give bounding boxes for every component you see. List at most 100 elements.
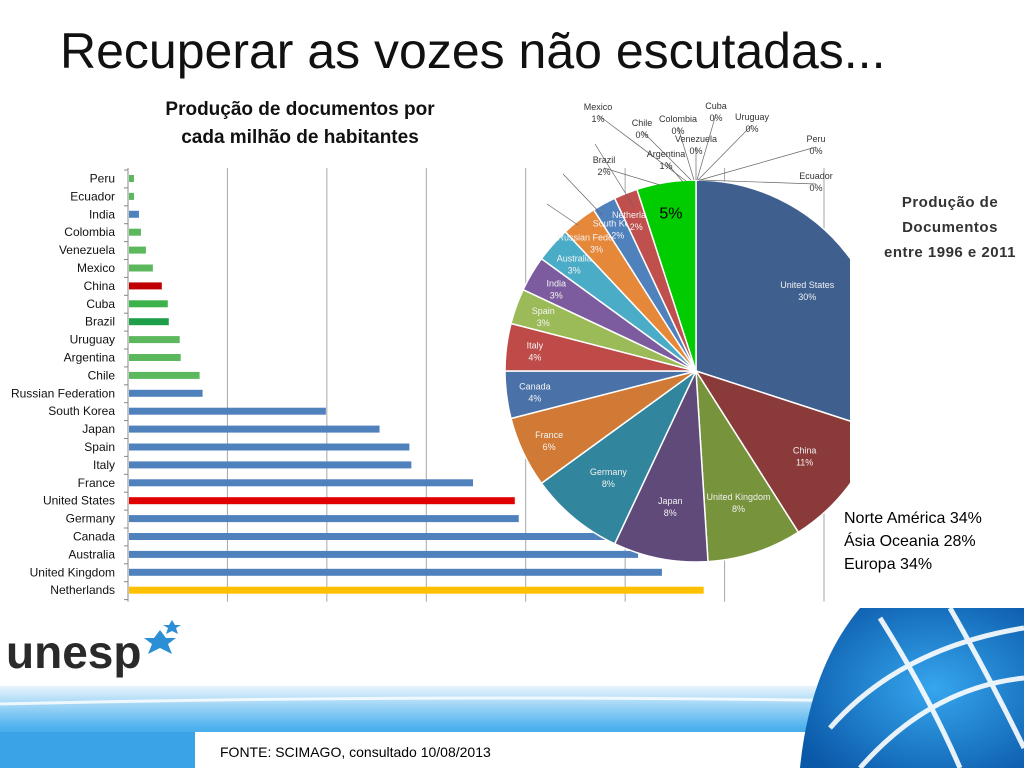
category-label: Peru <box>90 172 115 186</box>
callout-name: Uruguay <box>735 112 770 122</box>
category-label: Cuba <box>86 297 115 311</box>
pie-slice-percent: 2% <box>611 231 624 241</box>
category-label: Australia <box>68 547 115 561</box>
category-label: Italy <box>93 458 115 472</box>
slide-title: Recuperar as vozes não escutadas... <box>60 23 886 79</box>
callout-line <box>594 143 635 208</box>
pie-slice-name: Italy <box>527 341 544 351</box>
category-label: France <box>78 476 116 490</box>
category-label: Chile <box>88 368 116 382</box>
bar-ecuador <box>129 192 134 200</box>
pie-slice-percent: 4% <box>528 393 541 403</box>
region-summary: Norte América 34% Ásia Oceania 28% Europ… <box>844 507 982 576</box>
category-label: Canada <box>73 530 115 544</box>
pie-slice-percent: 3% <box>590 245 603 255</box>
category-label: Germany <box>66 512 115 526</box>
bar-france <box>129 479 474 487</box>
pie-slice-percent: 8% <box>664 508 677 518</box>
bar-russian-federation <box>129 389 203 397</box>
callout-name: Chile <box>632 118 653 128</box>
callout-name: Peru <box>806 134 825 144</box>
bar-canada <box>129 533 629 540</box>
callout-name: Colombia <box>659 114 697 124</box>
pie-slice-name: Spain <box>532 306 555 316</box>
pie-slice-name: India <box>546 278 566 288</box>
callout-name: Argentina <box>647 149 686 159</box>
pie-slice-percent: 3% <box>537 318 550 328</box>
pie-slice-name: South Korea <box>593 219 643 229</box>
pie-slice-name: Netherlands <box>612 210 661 220</box>
pie-title-line-3: entre 1996 e 2011 <box>884 244 1016 261</box>
bar-netherlands <box>129 586 704 594</box>
logo-text: unesp <box>6 626 141 678</box>
pie-title-line-1: Produção de <box>901 194 999 211</box>
pie-chart-title: Produção de Documentos entre 1996 e 2011 <box>870 190 1024 265</box>
callout-percent: 0% <box>809 183 822 193</box>
pie-slice-name: United States <box>780 280 835 290</box>
pie-slice-name: Russian Federation <box>557 233 635 243</box>
pie-slice-percent: 4% <box>528 353 541 363</box>
callout-percent: 1% <box>659 161 672 171</box>
category-label: Colombia <box>64 225 115 239</box>
bar-chart-title-line-1: Produção de documentos por <box>165 99 435 120</box>
pie-slice-name: United Kingdom <box>706 492 770 502</box>
category-label: Spain <box>84 440 115 454</box>
category-label: Brazil <box>85 315 115 329</box>
region-asia-oceania: Ásia Oceania 28% <box>844 533 976 550</box>
bar-cuba <box>129 300 168 308</box>
bar-spain <box>129 443 410 451</box>
callout-percent: 1% <box>591 114 604 124</box>
callout-line <box>698 179 817 185</box>
region-north-america: Norte América 34% <box>844 510 982 527</box>
callout-name: Brazil <box>593 155 616 165</box>
pie-highlight-label: 5% <box>659 206 682 223</box>
bar-mexico <box>129 264 153 272</box>
logo-star-icon <box>144 620 181 654</box>
pie-chart: United States 30% China 11% United Kingdom 8%… <box>504 101 850 563</box>
pie-slice-name: China <box>793 445 817 455</box>
pie-slice-germany <box>540 370 697 545</box>
region-europe: Europa 34% <box>844 556 933 573</box>
callout-name: Mexico <box>584 102 613 112</box>
callout-line <box>546 203 579 226</box>
bar-colombia <box>129 228 141 236</box>
pie-slice-percent: 11% <box>796 457 813 467</box>
bar-uruguay <box>129 336 180 344</box>
bar-chile <box>129 371 200 379</box>
category-label: China <box>84 279 116 293</box>
category-label: Mexico <box>77 261 115 275</box>
callout-percent: 0% <box>689 146 702 156</box>
bar-venezuela <box>129 246 146 254</box>
bar-germany <box>129 515 519 523</box>
pie-slice-percent: 8% <box>732 504 745 514</box>
callout-line <box>597 114 687 182</box>
category-label: Venezuela <box>59 243 115 257</box>
callout-line <box>677 126 695 181</box>
pie-slice-name: Germany <box>590 467 628 477</box>
callout-percent: 0% <box>671 126 684 136</box>
bar-united-states <box>129 497 515 505</box>
callout-percent: 0% <box>809 146 822 156</box>
source-note: FONTE: SCIMAGO, consultado 10/08/2013 <box>220 744 491 760</box>
pie-slice-name: Japan <box>658 496 683 506</box>
callout-line <box>562 173 603 216</box>
pie-slice-china <box>694 369 850 534</box>
callout-percent: 0% <box>745 124 758 134</box>
pie-slice-percent: 2% <box>630 222 643 232</box>
pie-slice-japan <box>613 370 709 563</box>
pie-slice-percent: 3% <box>568 266 581 276</box>
pie-slice-percent: 6% <box>543 442 556 452</box>
callout-name: Cuba <box>705 101 727 111</box>
category-label: Ecuador <box>70 189 115 203</box>
category-label: Argentina <box>64 351 116 365</box>
callout-line <box>641 130 692 181</box>
bar-peru <box>129 175 134 182</box>
bar-south-korea <box>129 407 326 415</box>
callout-line <box>699 146 817 181</box>
pie-title-line-2: Documentos <box>902 219 998 236</box>
pie-slice-percent: 3% <box>550 290 563 300</box>
callout-line <box>603 167 661 186</box>
category-label: Russian Federation <box>11 386 115 400</box>
pie-slice-united-states <box>695 179 850 422</box>
bar-brazil <box>129 318 169 326</box>
